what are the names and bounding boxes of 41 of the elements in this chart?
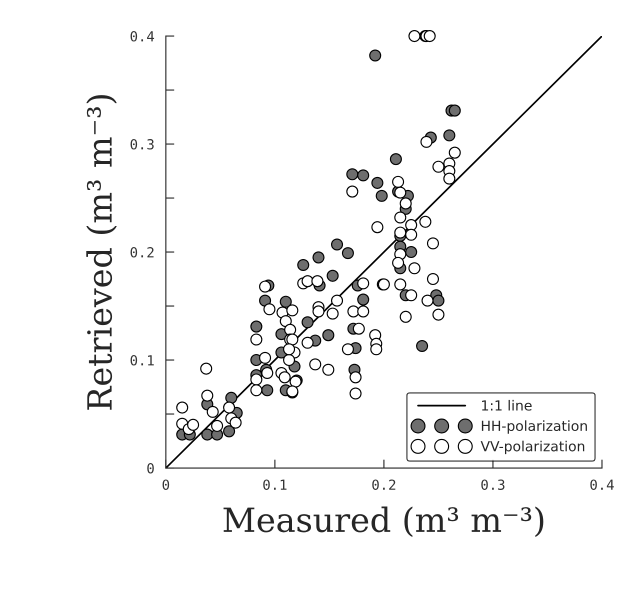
point <box>331 238 344 250</box>
point <box>223 425 236 438</box>
point <box>326 270 339 282</box>
point <box>322 329 334 342</box>
x-tick-label: 0.4 <box>590 479 614 490</box>
x-tick-label: 0.2 <box>372 479 396 490</box>
point <box>390 153 402 166</box>
y-tick-label: 0.1 <box>130 355 154 366</box>
point <box>432 294 444 307</box>
point <box>225 392 238 404</box>
legend-label: 1:1 line <box>482 400 532 411</box>
point <box>261 384 274 396</box>
y-tick-label: 0 <box>147 463 154 474</box>
point <box>371 176 384 189</box>
legend-label: HH-polarization <box>482 420 587 434</box>
point <box>250 320 262 333</box>
point <box>448 104 461 117</box>
point <box>443 129 456 142</box>
legend-label: VV-polarization <box>480 440 584 454</box>
x-tick-label: 0.1 <box>263 479 286 490</box>
point <box>357 169 370 182</box>
point <box>297 258 310 272</box>
point <box>312 251 325 264</box>
y-axis-title: Retrieved (m³ m⁻³) <box>86 95 117 410</box>
point <box>405 246 418 258</box>
point <box>201 428 214 441</box>
x-tick-label: 0 <box>162 479 170 490</box>
y-tick-label: 0.4 <box>130 31 154 42</box>
point <box>357 294 370 306</box>
point <box>376 190 388 202</box>
x-tick-label: 0.3 <box>481 479 504 490</box>
point <box>369 49 382 62</box>
x-axis-title: Measured (m³ m⁻³) <box>224 506 544 538</box>
y-tick-label: 0.2 <box>130 247 154 258</box>
point <box>302 316 314 328</box>
point <box>280 296 292 308</box>
y-tick-label: 0.3 <box>130 139 154 150</box>
point <box>342 247 354 260</box>
point <box>346 168 358 180</box>
point <box>259 294 272 307</box>
point <box>416 340 428 352</box>
